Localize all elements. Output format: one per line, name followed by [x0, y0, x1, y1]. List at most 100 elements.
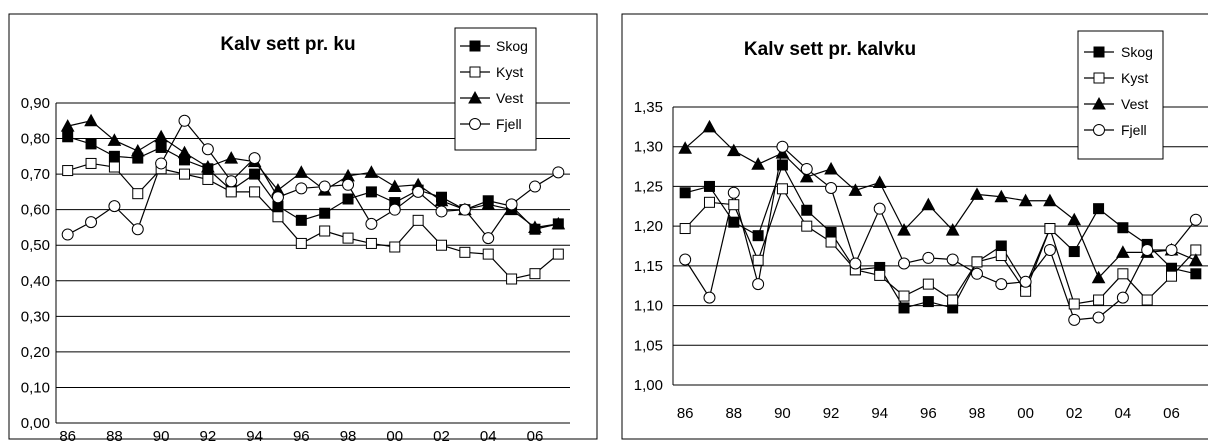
- chart-title: Kalv sett pr. kalvku: [744, 39, 916, 60]
- data-point-fjell: [1116, 291, 1129, 304]
- y-tick-label: 1,05: [634, 337, 663, 354]
- series-line-skog: [685, 163, 1196, 309]
- series-line-kyst: [684, 187, 1197, 305]
- data-point-kyst: [132, 188, 144, 200]
- data-point-skog: [995, 240, 1007, 252]
- data-point-vest: [84, 113, 98, 127]
- data-point-fjell: [201, 143, 214, 156]
- data-point-kyst: [412, 214, 424, 226]
- data-point-fjell: [970, 267, 983, 280]
- x-tick-label: 88: [106, 428, 123, 443]
- series-line-vest: [684, 126, 1197, 279]
- data-point-vest: [970, 187, 984, 200]
- data-point-vest: [364, 165, 379, 178]
- data-point-vest: [177, 145, 192, 159]
- series-line-vest: [67, 120, 559, 229]
- data-point-kyst: [365, 237, 377, 249]
- x-tick-label: 90: [774, 405, 791, 422]
- data-point-kyst: [801, 220, 813, 232]
- data-point-kyst: [1020, 285, 1032, 297]
- data-point-vest: [224, 151, 239, 164]
- data-point-kyst: [1093, 294, 1105, 306]
- y-tick-label: 1,20: [634, 218, 663, 235]
- data-point-vest: [1067, 212, 1082, 226]
- chart-kalv-pr-kalvku: 1,00 1,05 1,10 1,15 1,20 1,25 1,30 1,35 86 88 90 92…: [616, 0, 1208, 443]
- data-point-fjell: [552, 166, 565, 179]
- chart-svg: 1,00 1,05 1,10 1,15 1,20 1,25 1,30 1,35 86 88 90 92…: [621, 13, 1208, 440]
- legend-marker-fjell: [469, 118, 481, 130]
- data-point-kyst: [342, 232, 354, 244]
- data-point-fjell: [1019, 275, 1032, 288]
- data-point-fjell: [271, 191, 284, 204]
- data-point-vest: [921, 197, 936, 211]
- data-point-vest: [107, 133, 122, 146]
- x-tick-label: 00: [386, 428, 403, 443]
- data-point-vest: [897, 223, 911, 236]
- x-tick-label: 06: [527, 428, 544, 443]
- data-point-vest: [60, 119, 75, 132]
- data-point-fjell: [752, 278, 765, 291]
- data-point-skog: [319, 207, 331, 219]
- y-tick-label: 0,10: [21, 379, 50, 396]
- data-point-fjell: [1165, 243, 1178, 256]
- data-point-fjell: [825, 182, 838, 195]
- legend-marker-vest: [468, 90, 482, 104]
- x-tick-label: 00: [1017, 405, 1034, 422]
- legend-marker-skog: [1093, 46, 1105, 58]
- data-point-kyst: [898, 290, 910, 302]
- y-tick-label: 1,25: [634, 178, 663, 195]
- data-point-fjell: [482, 232, 495, 245]
- x-tick-label: 86: [59, 428, 76, 443]
- chart-kalv-pr-ku: 0,00 0,10 0,20 0,30 0,40 0,50 0,60 0,70 0,80 0,90…: [0, 0, 600, 443]
- data-point-kyst: [389, 241, 401, 253]
- data-point-fjell: [849, 257, 862, 270]
- data-point-vest: [751, 157, 765, 170]
- data-point-skog: [342, 193, 354, 205]
- data-point-vest: [387, 179, 402, 193]
- data-point-fjell: [922, 251, 935, 264]
- data-point-fjell: [873, 202, 886, 215]
- legend-label-fjell: Fjell: [496, 116, 522, 132]
- data-point-fjell: [61, 228, 74, 241]
- data-point-vest: [130, 143, 145, 157]
- series-line-fjell: [67, 119, 559, 240]
- legend-label-kyst: Kyst: [496, 64, 523, 80]
- y-tick-label: 0,30: [21, 308, 50, 325]
- data-point-vest: [154, 129, 168, 143]
- data-point-kyst: [947, 294, 959, 306]
- y-tick-label: 1,35: [634, 99, 663, 116]
- data-point-vest: [528, 220, 542, 233]
- data-point-fjell: [776, 140, 789, 153]
- chart-title: Kalv sett pr. ku: [220, 34, 355, 55]
- data-point-skog: [922, 296, 934, 308]
- data-point-skog: [1117, 222, 1129, 234]
- data-point-vest: [872, 175, 887, 188]
- x-tick-label: 98: [969, 405, 986, 422]
- data-point-kyst: [1141, 294, 1153, 306]
- x-tick-label: 94: [871, 405, 888, 422]
- y-tick-label: 1,15: [634, 258, 663, 275]
- data-point-fjell: [435, 205, 448, 218]
- data-point-kyst: [874, 269, 886, 281]
- data-point-fjell: [412, 185, 425, 198]
- data-point-kyst: [776, 183, 788, 195]
- data-point-fjell: [318, 180, 331, 193]
- legend-marker-vest: [1092, 96, 1106, 110]
- legend-marker-fjell: [1093, 124, 1105, 136]
- data-point-vest: [702, 119, 717, 133]
- data-point-kyst: [1117, 268, 1129, 280]
- y-tick-label: 0,50: [21, 237, 50, 254]
- data-point-vest: [1091, 270, 1106, 284]
- data-point-skog: [801, 204, 813, 216]
- x-tick-label: 90: [153, 428, 170, 443]
- data-point-kyst: [1166, 270, 1178, 282]
- data-point-fjell: [342, 178, 355, 191]
- x-tick-label: 98: [340, 428, 357, 443]
- data-point-skog: [62, 131, 74, 143]
- data-point-fjell: [505, 198, 518, 211]
- y-tick-label: 0,20: [21, 344, 50, 361]
- x-tick-label: 04: [1115, 405, 1132, 422]
- data-point-skog: [776, 159, 788, 171]
- data-point-fjell: [528, 180, 541, 193]
- data-point-kyst: [85, 157, 97, 169]
